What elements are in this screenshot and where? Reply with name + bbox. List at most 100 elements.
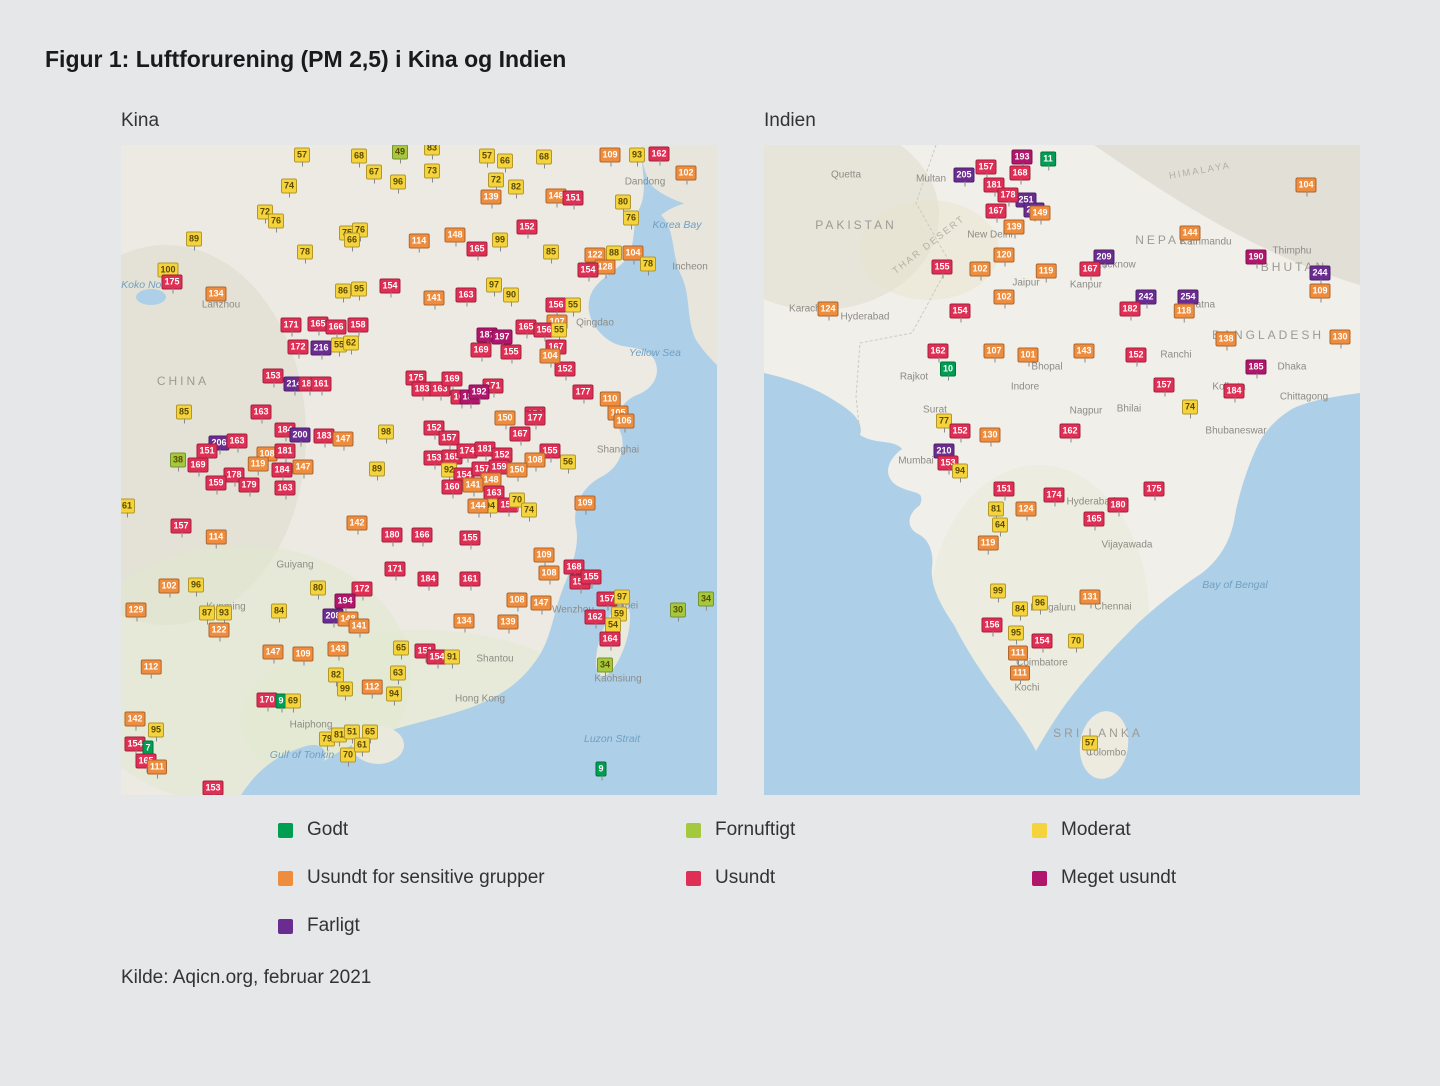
aqi-marker: 11 (1040, 151, 1056, 171)
legend-item-meget-usundt: Meget usundt (1032, 867, 1440, 889)
aqi-marker: 183 (313, 428, 335, 448)
aqi-marker: 130 (1329, 329, 1351, 349)
terrain-shade (121, 245, 306, 625)
aqi-marker: 88 (605, 245, 623, 265)
aqi-marker: 163 (226, 433, 248, 453)
aqi-marker: 98 (377, 424, 395, 444)
aqi-marker: 155 (580, 569, 602, 589)
aqi-marker: 63 (389, 665, 407, 685)
aqi-marker: 166 (325, 319, 347, 339)
aqi-marker: 9 (595, 761, 607, 781)
aqi-marker: 209 (1093, 249, 1115, 269)
aqi-marker: 169 (470, 342, 492, 362)
legend-item-fornuftigt: Fornuftigt (686, 819, 1032, 841)
aqi-marker: 163 (274, 480, 296, 500)
map-kina-label: Kina (121, 110, 160, 131)
aqi-marker: 154 (577, 262, 599, 282)
aqi-marker: 114 (205, 529, 227, 549)
aqi-marker: 67 (365, 164, 383, 184)
aqi-marker: 162 (1059, 423, 1081, 443)
aqi-marker: 167 (985, 203, 1007, 223)
aqi-marker: 109 (292, 646, 314, 666)
aqi-marker: 104 (539, 348, 561, 368)
map-indien-panel: Indien PAKISTAN THAR DESERT HIMALAYA NEPAL B… (764, 109, 1360, 795)
aqi-marker: 162 (927, 343, 949, 363)
aqi-marker: 95 (350, 281, 368, 301)
aqi-marker: 78 (639, 256, 657, 276)
aqi-marker: 112 (140, 659, 162, 679)
aqi-marker: 109 (574, 495, 596, 515)
aqi-marker: 156 (981, 617, 1003, 637)
aqi-marker: 38 (169, 452, 187, 472)
legend-item-usundt: Usundt (686, 867, 1032, 889)
aqi-marker: 76 (267, 213, 285, 233)
desert-shade (859, 200, 999, 300)
aqi-marker: 144 (1179, 225, 1201, 245)
aqi-marker: 129 (125, 602, 147, 622)
figure-page: Figur 1: Luftforurening (PM 2,5) i Kina … (0, 46, 1440, 1086)
aqi-marker: 184 (417, 571, 439, 591)
aqi-marker: 158 (347, 317, 369, 337)
aqi-marker: 55 (550, 322, 568, 342)
aqi-marker: 56 (559, 454, 577, 474)
aqi-marker: 197 (491, 329, 513, 349)
aqi-marker: 184 (1223, 383, 1245, 403)
aqi-marker: 157 (1153, 377, 1175, 397)
lake-shape (136, 289, 166, 305)
aqi-marker: 99 (989, 583, 1007, 603)
aqi-marker: 180 (1107, 497, 1129, 517)
aqi-marker: 114 (408, 233, 430, 253)
aqi-marker: 162 (648, 146, 670, 166)
aqi-marker: 34 (697, 591, 715, 611)
india-basemap (764, 145, 1360, 795)
aqi-marker: 131 (1079, 589, 1101, 609)
china-map: CHINA Koko Nor Lanzhou Qingdao Yellow Sea Kor… (121, 145, 717, 795)
aqi-marker: 102 (158, 578, 180, 598)
aqi-marker: 95 (1007, 625, 1025, 645)
aqi-marker: 119 (977, 535, 999, 555)
aqi-marker: 99 (491, 232, 509, 252)
aqi-marker: 65 (392, 640, 410, 660)
aqi-marker: 139 (1003, 219, 1025, 239)
aqi-marker: 130 (979, 427, 1001, 447)
korea-peninsula-land (661, 201, 717, 365)
aqi-marker: 97 (613, 589, 631, 609)
aqi-marker: 139 (480, 189, 502, 209)
aqi-marker: 109 (599, 147, 621, 167)
aqi-marker: 154 (379, 278, 401, 298)
aqi-marker: 154 (949, 303, 971, 323)
aqi-marker: 200 (289, 427, 311, 447)
aqi-marker: 34 (596, 657, 614, 677)
aqi-marker: 78 (296, 244, 314, 264)
aqi-marker: 159 (205, 475, 227, 495)
aqi-marker: 109 (1309, 283, 1331, 303)
aqi-marker: 122 (208, 622, 230, 642)
aqi-marker: 172 (287, 339, 309, 359)
aqi-marker: 175 (1143, 481, 1165, 501)
aqi-marker: 147 (332, 431, 354, 451)
legend-swatch (1032, 870, 1047, 886)
aqi-marker: 155 (500, 344, 522, 364)
aqi-marker: 150 (506, 462, 528, 482)
border-line (855, 145, 951, 434)
aqi-marker: 119 (1035, 263, 1057, 283)
figure-title: Figur 1: Luftforurening (PM 2,5) i Kina … (45, 46, 567, 72)
aqi-marker: 73 (423, 163, 441, 183)
aqi-marker: 150 (494, 410, 516, 430)
aqi-marker: 84 (270, 603, 288, 623)
aqi-marker: 124 (1015, 501, 1037, 521)
aqi-marker: 94 (951, 463, 969, 483)
aqi-marker: 104 (622, 245, 644, 265)
aqi-marker: 80 (614, 194, 632, 214)
legend-label: Godt (307, 819, 349, 840)
aqi-marker: 143 (1073, 343, 1095, 363)
aqi-marker: 153 (262, 368, 284, 388)
aqi-marker: 108 (524, 452, 546, 472)
aqi-marker: 180 (381, 527, 403, 547)
aqi-marker: 70 (339, 747, 357, 767)
aqi-marker: 216 (310, 340, 332, 360)
aqi-marker: 163 (250, 404, 272, 424)
aqi-marker: 141 (348, 618, 370, 638)
aqi-marker: 82 (507, 179, 525, 199)
aqi-marker: 89 (185, 231, 203, 251)
